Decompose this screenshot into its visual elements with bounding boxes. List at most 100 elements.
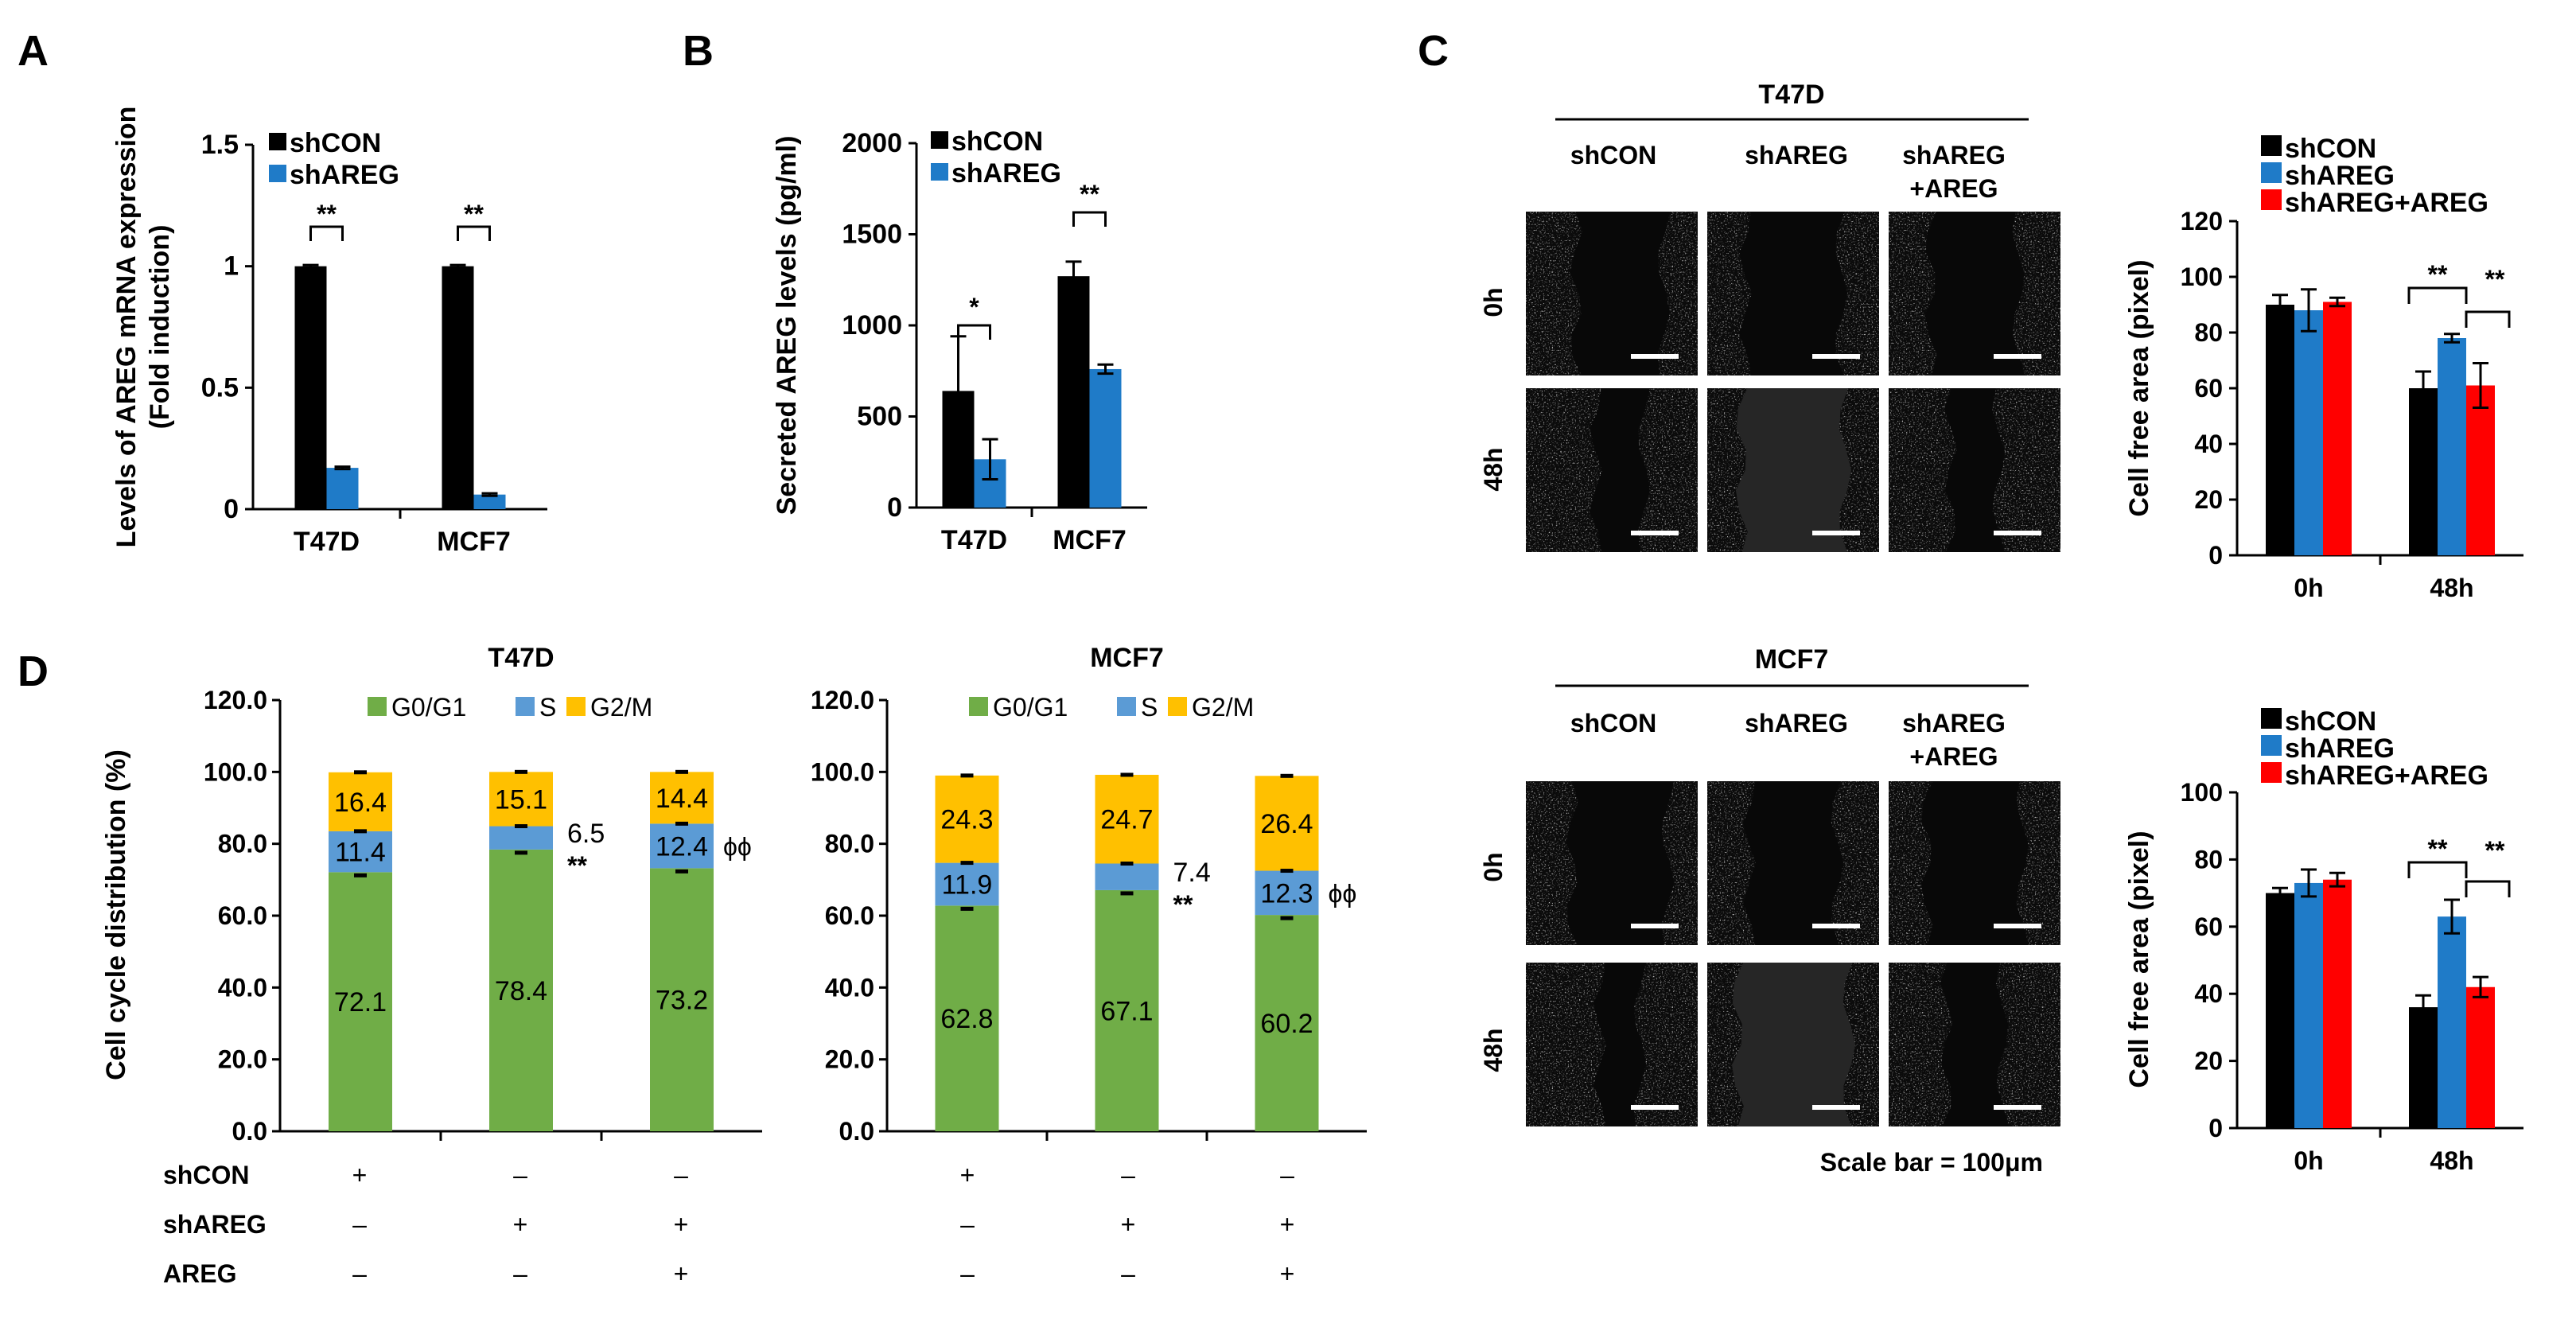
col-label-shareg-areg-1: shAREG [1902, 709, 2006, 737]
legend-swatch [2261, 135, 2282, 156]
legend-label: shAREG [2285, 733, 2395, 764]
x-category-label: T47D [941, 525, 1007, 555]
y-tick-label: 0 [2208, 541, 2223, 570]
y-tick-label: 60 [2194, 374, 2223, 403]
bar-shareg-areg [2323, 302, 2352, 555]
micrograph-tile [1707, 212, 1879, 375]
treatment-sign: + [1280, 1210, 1295, 1239]
y-tick-label: 80.0 [218, 830, 267, 858]
treatment-sign: – [513, 1259, 527, 1288]
legend-swatch [2261, 189, 2282, 210]
micrograph-wound-gap [1921, 781, 2029, 945]
y-tick-label: 500 [857, 402, 902, 432]
legend-swatch [931, 163, 948, 181]
micrograph-title-mcf7: MCF7 [1755, 644, 1829, 675]
micrograph-tile [1889, 388, 2060, 552]
y-tick-label: 0.0 [839, 1117, 874, 1146]
y-tick-label: 20.0 [825, 1045, 874, 1074]
row-label-0h: 0h [1479, 852, 1508, 881]
significance-marker: ** [464, 200, 484, 228]
treatment-sign: – [674, 1161, 688, 1189]
micrograph-wound-gap [1566, 781, 1674, 945]
data-label-s: 7.4 [1173, 858, 1211, 888]
micrograph-wound-gap [1739, 212, 1847, 375]
legend-label: shAREG [2285, 161, 2395, 191]
y-tick-label: 120 [2181, 207, 2223, 235]
data-label-g0-g1: 78.4 [495, 976, 547, 1006]
y-tick-label: 100.0 [204, 757, 267, 786]
y-tick-label: 80 [2194, 845, 2223, 873]
data-label-g2-m: 14.4 [656, 784, 708, 814]
y-axis-label: Cell free area (pixel) [2124, 831, 2154, 1087]
chart-d-t47d-cell-cycle: 0.0 20.0 40.0 60.0 80.0 100.0 120.0 T47D G0/G1 S G… [101, 643, 762, 1146]
bar-segment-g0-g1 [1255, 915, 1319, 1131]
bar-segment-s [1095, 863, 1159, 890]
micrograph-wound-gap [1590, 388, 1650, 552]
col-label-shcon: shCON [1570, 709, 1656, 737]
y-tick-label: 0.5 [201, 372, 239, 403]
micrographs-t47d: T47D shCON shAREG shAREG +AREG 0h 48h [1479, 80, 2060, 552]
y-tick-label: 40.0 [825, 973, 874, 1002]
data-label-g0-g1: 72.1 [334, 987, 387, 1017]
treatment-label-shcon: shCON [163, 1161, 249, 1189]
x-category-label: MCF7 [437, 527, 511, 557]
bar-segment-g2-m [1255, 776, 1319, 871]
col-label-shareg: shAREG [1745, 709, 1848, 737]
y-tick-label: 20 [2194, 485, 2223, 514]
bar-segment-g0-g1 [1095, 889, 1159, 1131]
treatment-sign: + [513, 1210, 528, 1239]
y-tick-label: 0 [887, 492, 902, 523]
chart-d-mcf7-cell-cycle: 0.0 20.0 40.0 60.0 80.0 100.0 120.0 MCF7 G0/G1 S G… [811, 643, 1367, 1146]
legend-label: shCON [951, 126, 1043, 157]
bar-shcon [2266, 893, 2294, 1128]
micrograph-wound-gap [1732, 963, 1855, 1126]
bar-shareg [2438, 916, 2466, 1128]
y-tick-label: 60 [2194, 912, 2223, 941]
x-category-label: 48h [2430, 574, 2473, 602]
col-label-shareg-areg-2: +AREG [1909, 174, 1998, 203]
x-category-label: T47D [294, 527, 360, 557]
bar-segment-s [650, 823, 714, 869]
legend-label: shCON [290, 128, 381, 158]
data-label-s: 11.4 [335, 838, 386, 868]
treatment-sign: – [1121, 1161, 1135, 1189]
bar-segment-g2-m [650, 772, 714, 824]
chart-title: T47D [488, 643, 554, 673]
x-category-label: 0h [2294, 1146, 2323, 1175]
bar-shareg [2438, 338, 2466, 555]
bar-segment-g2-m [489, 772, 553, 827]
x-category-label: MCF7 [1053, 525, 1127, 555]
legend-swatch [269, 165, 286, 182]
panel-letter-b: B [683, 27, 714, 75]
row-label-48h: 48h [1479, 1028, 1508, 1072]
micrograph-wound-gap [1570, 212, 1670, 375]
legend-label: S [539, 693, 556, 722]
bar-shareg-areg [2466, 986, 2495, 1128]
legend-label: S [1141, 693, 1158, 722]
bar-shareg-areg [2466, 385, 2495, 555]
legend-label: shAREG+AREG [2285, 761, 2488, 791]
micrograph-wound-gap [1925, 212, 2025, 375]
treatment-sign: + [674, 1210, 689, 1239]
legend-label: G0/G1 [993, 693, 1068, 722]
legend-swatch [931, 131, 948, 149]
data-label-g2-m: 26.4 [1260, 809, 1313, 839]
treatment-sign: + [960, 1161, 975, 1189]
col-label-shcon: shCON [1570, 141, 1656, 169]
data-label-g0-g1: 62.8 [940, 1004, 993, 1034]
y-tick-label: 1.5 [201, 130, 239, 160]
y-axis-label: Levels of AREG mRNA expression [111, 107, 142, 548]
bar-shcon [2266, 305, 2294, 555]
legend-label: shCON [2285, 134, 2376, 164]
bar-shareg [326, 468, 359, 509]
data-label-s: 11.9 [942, 870, 993, 900]
micrograph-tile [1889, 781, 2060, 945]
y-tick-label: 0 [2208, 1114, 2223, 1142]
significance-bracket [309, 225, 344, 241]
significance-marker: ** [1173, 890, 1193, 919]
bar-segment-g2-m [935, 775, 999, 863]
row-label-48h: 48h [1479, 447, 1508, 491]
legend-label: G0/G1 [391, 693, 466, 722]
micrograph-tile [1526, 781, 1698, 945]
